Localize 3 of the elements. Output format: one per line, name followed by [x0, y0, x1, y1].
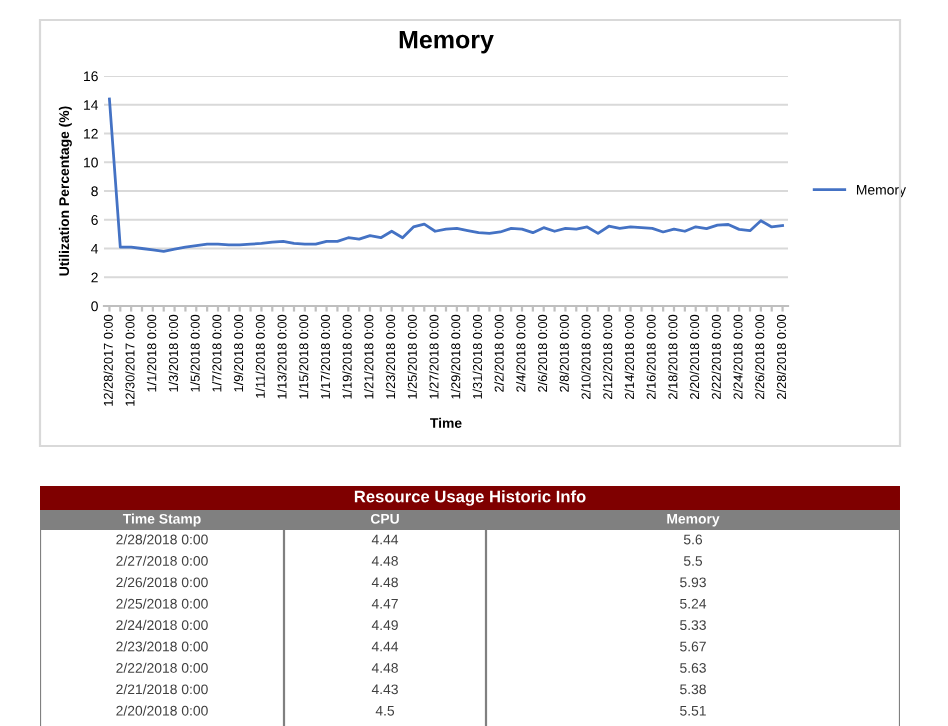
text: Resource Usage Historic Info — [354, 490, 586, 506]
line-series — [108, 97, 784, 253]
chart-title: Memory — [399, 31, 494, 54]
